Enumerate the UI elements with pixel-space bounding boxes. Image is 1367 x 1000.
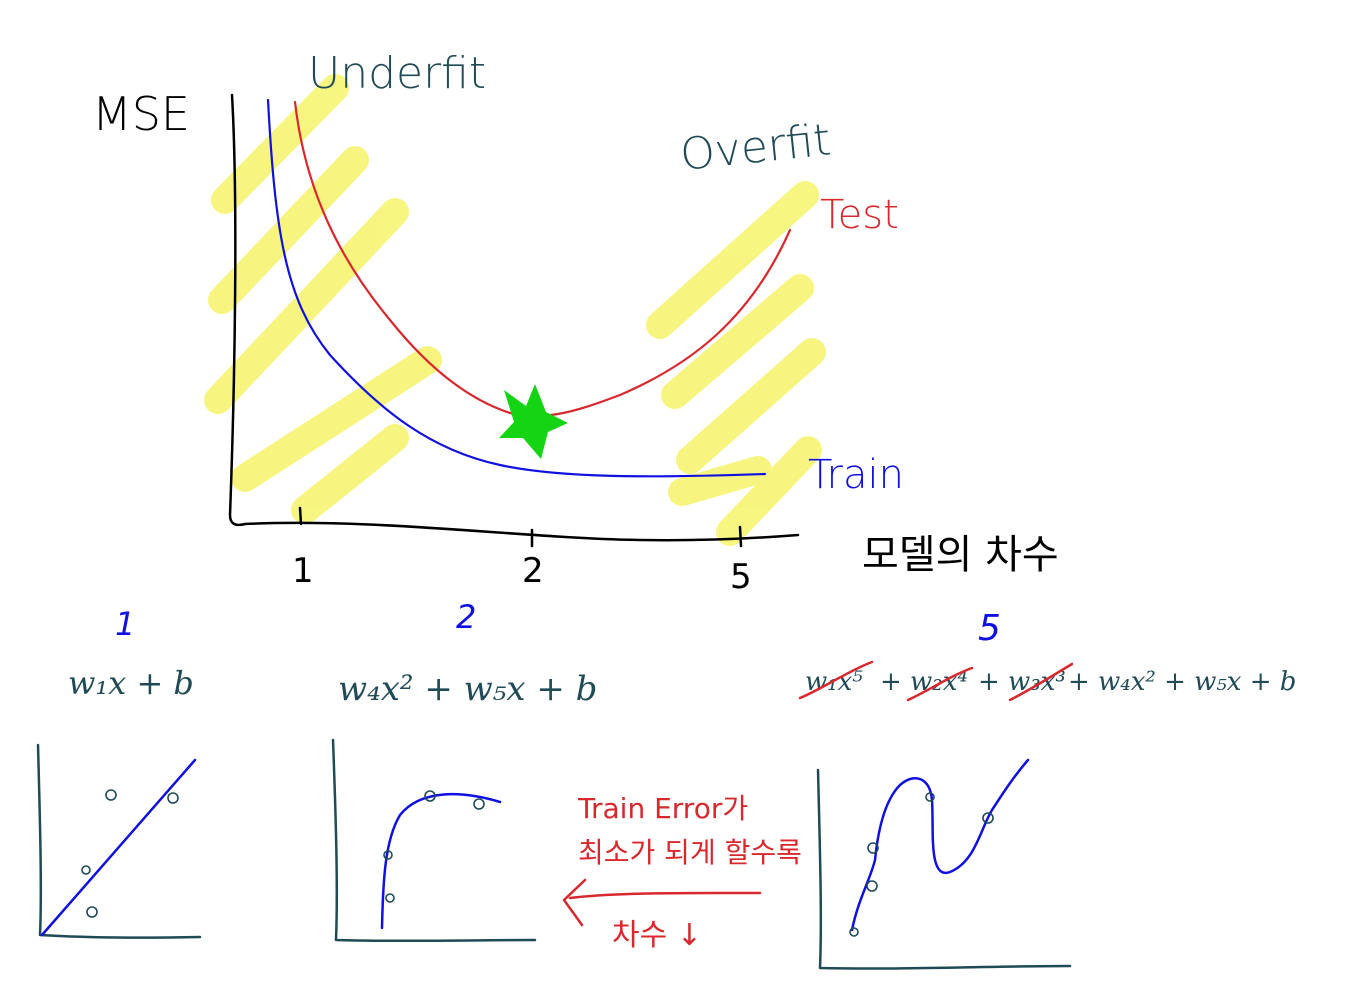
formula-struck-term: + w₃x³	[978, 667, 1066, 697]
data-point	[81, 865, 91, 875]
formula-remaining-terms: + w₄x² + w₅x + b	[1068, 667, 1296, 697]
mini-axes	[36, 743, 202, 939]
mini-plot-degree-5	[816, 758, 1072, 970]
note-line-1: Train Error가	[577, 792, 748, 825]
data-point	[383, 850, 393, 860]
data-point	[424, 790, 436, 802]
data-point	[849, 927, 859, 937]
mini-fit-curve	[380, 793, 502, 930]
strike-line	[1008, 662, 1074, 702]
x-tick-label: 5	[730, 557, 752, 597]
overfit-highlight	[646, 181, 826, 546]
note-line-2: 최소가 되게 할수록	[578, 836, 802, 869]
x-axis	[243, 521, 800, 542]
series-label-train: Train	[808, 452, 904, 498]
y-axis	[228, 93, 247, 527]
formula-degree-2: w₄x² + w₅x + b	[338, 669, 597, 709]
data-point	[925, 792, 935, 802]
y-axis-label: MSE	[92, 87, 190, 141]
train-curve	[266, 98, 767, 478]
series-label-test: Test	[820, 192, 899, 238]
left-arrow-icon	[562, 878, 762, 927]
highlight-stroke	[716, 436, 822, 546]
data-point	[105, 789, 117, 801]
highlight-stroke	[646, 181, 819, 339]
data-point	[385, 893, 395, 903]
formula-degree-1: w₁x + b	[68, 664, 194, 702]
data-point	[86, 906, 98, 918]
highlight-stroke	[211, 74, 349, 214]
mini-axes	[816, 768, 1072, 970]
highlight-stroke	[291, 424, 409, 524]
mini-fit-line	[40, 758, 197, 937]
highlight-stroke	[208, 146, 369, 314]
main-axes	[228, 93, 800, 548]
x-tick-label: 1	[292, 551, 314, 591]
x-axis-label: 모델의 차수	[862, 532, 1059, 578]
data-point	[867, 842, 879, 854]
highlight-stroke	[676, 338, 826, 474]
mini-plot-degree-2	[331, 738, 537, 943]
mini-axes	[331, 738, 537, 943]
data-point	[167, 792, 179, 804]
test-curve	[293, 100, 792, 418]
x-tick	[738, 525, 743, 548]
optimum-star-icon	[499, 384, 568, 459]
strike-line	[798, 660, 874, 700]
region-label-underfit: Underfit	[308, 48, 486, 99]
highlight-stroke	[204, 198, 409, 414]
mini-fit-curve	[850, 758, 1030, 932]
mini-plot-degree-1	[36, 743, 202, 939]
strike-line	[906, 666, 974, 702]
degree-label-5: 5	[978, 608, 1001, 649]
x-tick	[298, 506, 303, 526]
data-point	[473, 798, 485, 810]
highlight-stroke	[231, 346, 442, 492]
formula-degree-5: w₁x⁵ + w₂x⁴ + w₃x³ + w₄x² + w₅x + b	[798, 660, 1296, 702]
x-tick-label: 2	[522, 551, 544, 591]
degree-label-1: 1	[115, 605, 135, 643]
data-point	[866, 880, 878, 892]
note-line-3: 차수 ↓	[612, 918, 702, 953]
degree-label-2: 2	[456, 598, 476, 636]
data-point	[982, 812, 994, 824]
region-label-overfit: Overfit	[678, 114, 833, 180]
note-annotation: Train Error가 최소가 되게 할수록 차수 ↓	[562, 792, 802, 953]
highlight-stroke	[661, 274, 814, 409]
underfit-highlight	[204, 74, 442, 524]
